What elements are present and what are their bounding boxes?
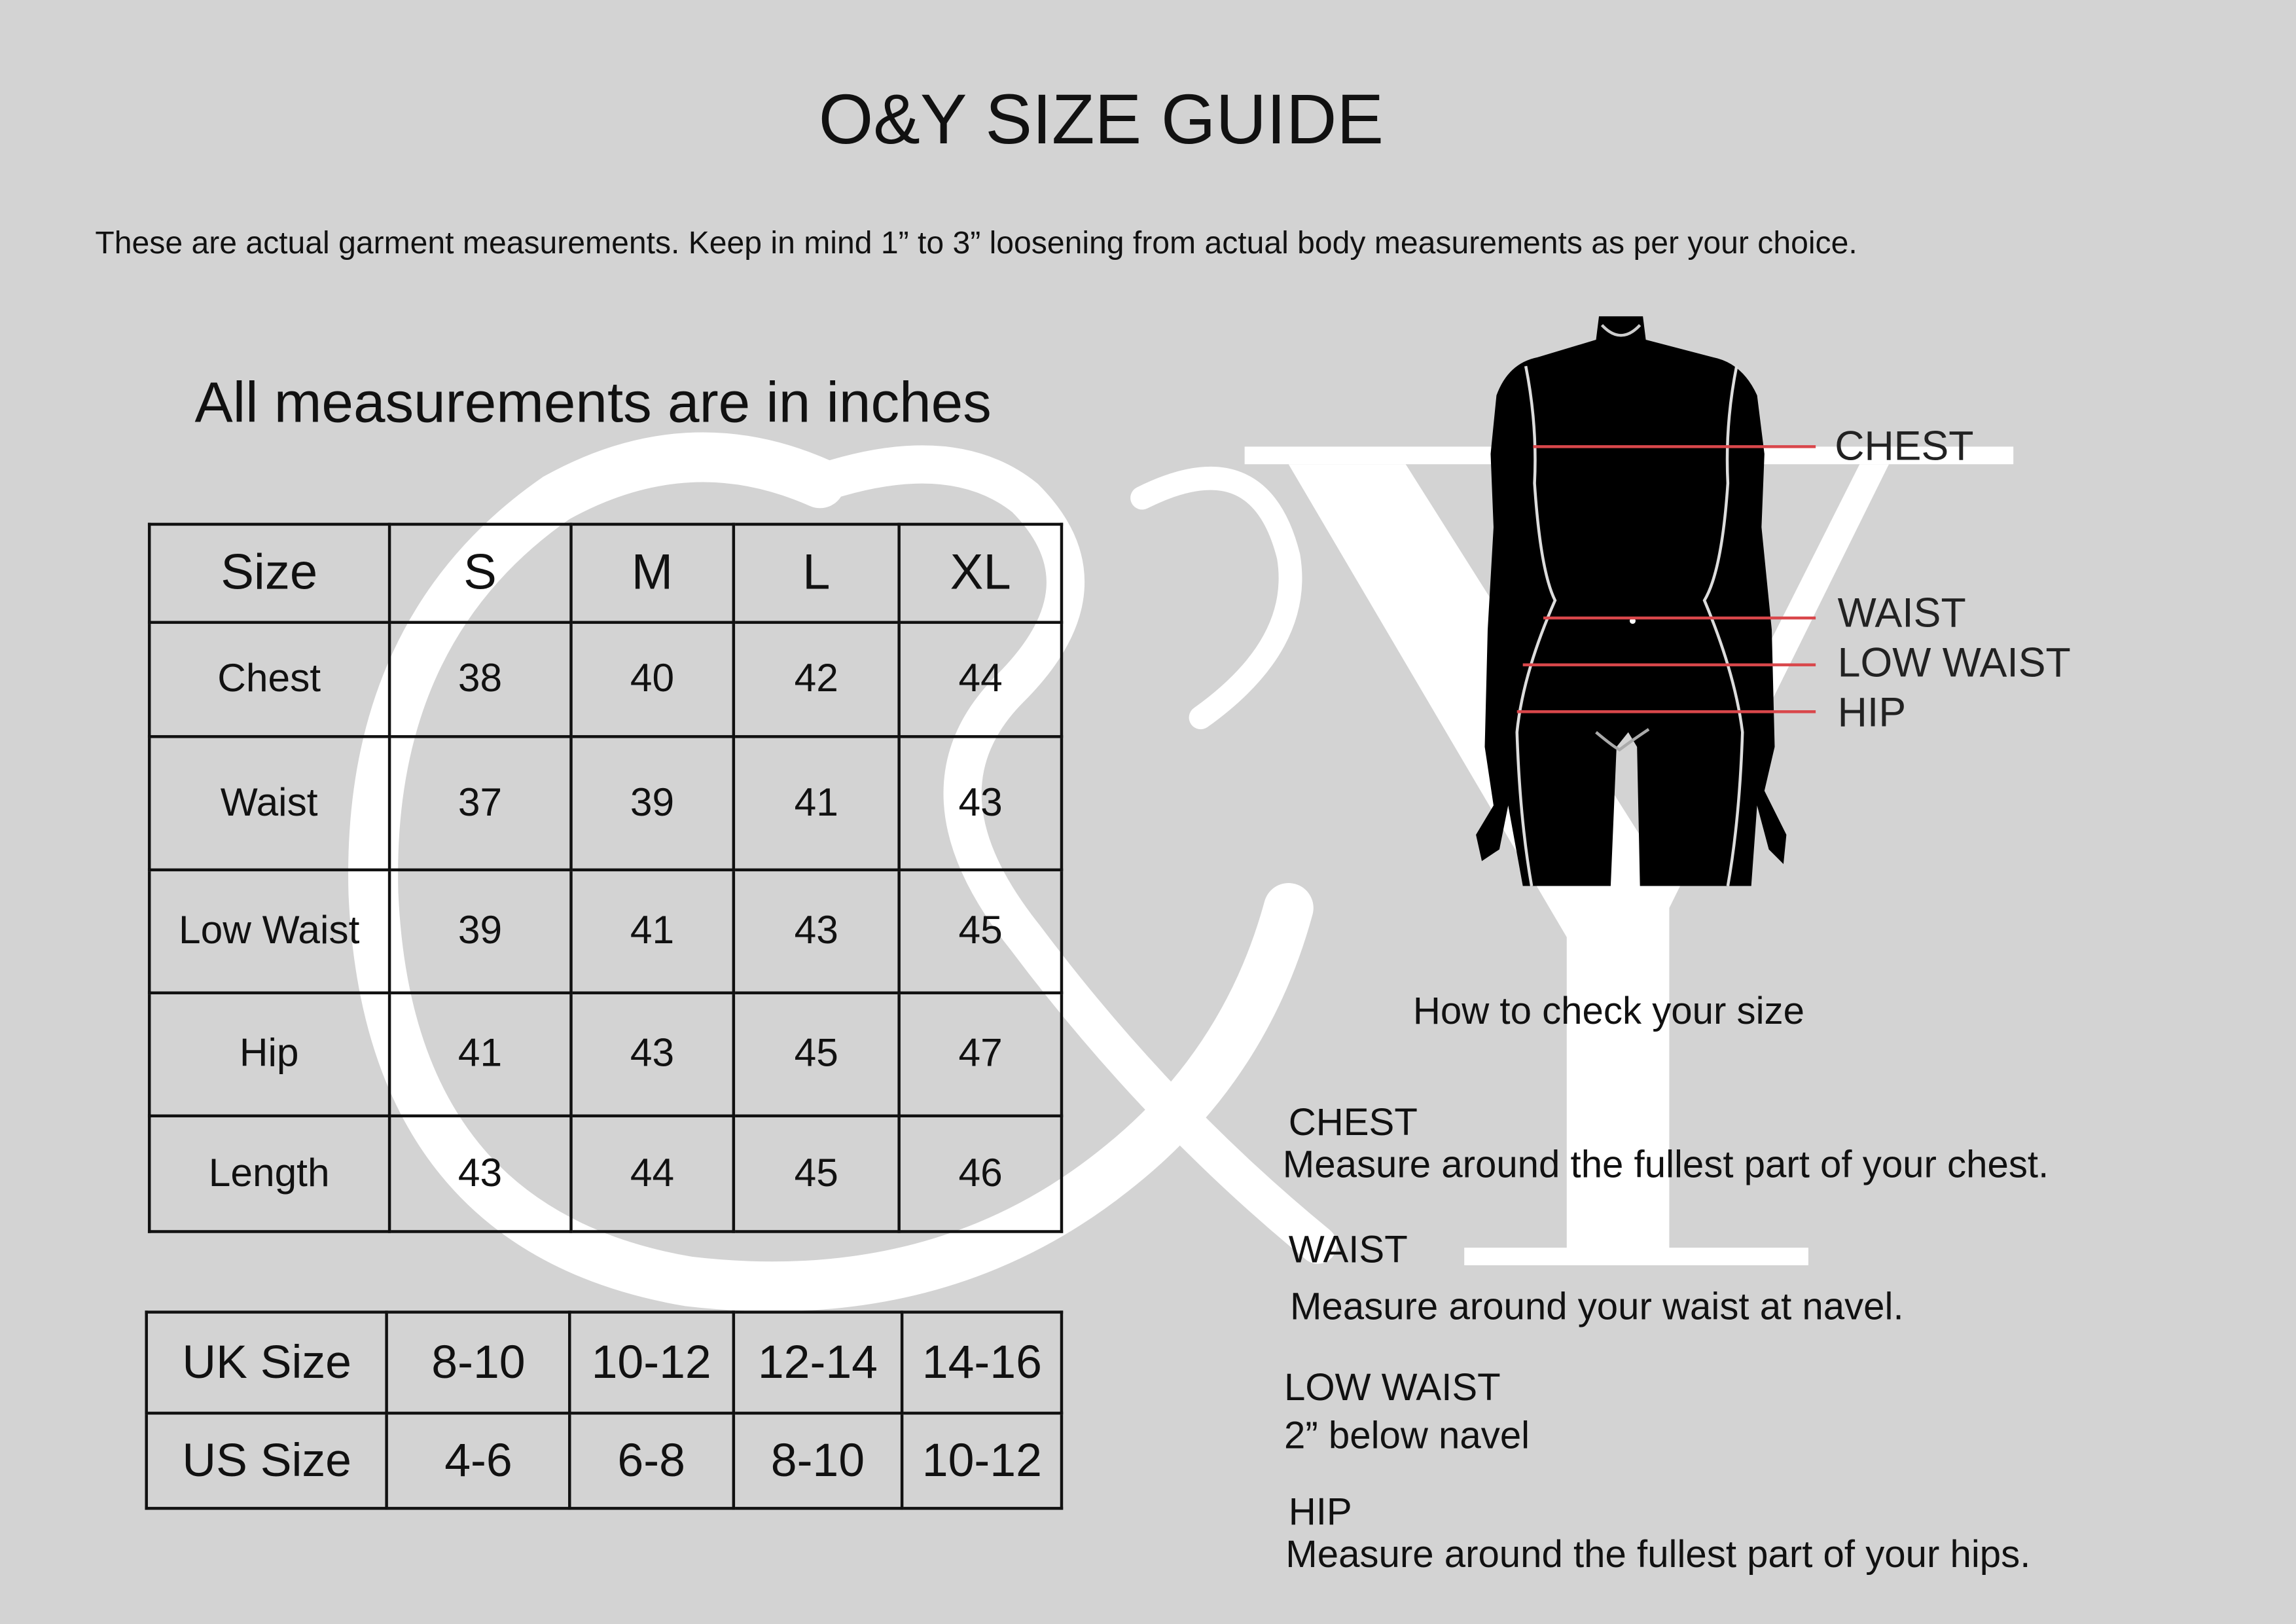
- cell: 41: [731, 735, 901, 872]
- cell: 8-10: [731, 1411, 905, 1510]
- watermark-y-stem: [1566, 878, 1670, 1259]
- cell: 41: [569, 868, 735, 995]
- cell: 14-16: [901, 1310, 1064, 1415]
- subtitle: These are actual garment measurements. K…: [95, 225, 1857, 261]
- table-header-row: Size S M L XL: [147, 522, 1064, 624]
- units-note: All measurements are in inches: [194, 372, 992, 435]
- cell: 44: [898, 621, 1064, 738]
- how-to-hip-text: Measure around the fullest part of your …: [1285, 1532, 2031, 1576]
- cell: 45: [731, 1114, 901, 1233]
- hip-line: [1516, 710, 1816, 713]
- how-to-chest-title: CHEST: [1288, 1100, 1418, 1144]
- waist-line: [1543, 616, 1816, 620]
- cell: 43: [731, 868, 901, 995]
- table-row: Length 43 44 45 46: [147, 1114, 1064, 1233]
- table-row: Waist 37 39 41 43: [147, 735, 1064, 872]
- how-to-low-waist-title: LOW WAIST: [1284, 1365, 1501, 1409]
- header-m: M: [569, 522, 735, 624]
- cell: 37: [387, 735, 573, 872]
- figure-label-low-waist: LOW WAIST: [1837, 640, 2071, 686]
- cell: 6-8: [568, 1411, 735, 1510]
- cell: 10-12: [568, 1310, 735, 1415]
- cell: 44: [569, 1114, 735, 1233]
- row-label: Waist: [147, 735, 391, 872]
- cell: 46: [898, 1114, 1064, 1233]
- conversion-table: UK Size 8-10 10-12 12-14 14-16 US Size 4…: [145, 1310, 1064, 1510]
- row-label: Length: [147, 1114, 391, 1233]
- cell: 47: [898, 991, 1064, 1117]
- header-s: S: [387, 522, 573, 624]
- cell: 10-12: [901, 1411, 1064, 1510]
- cell: 45: [731, 991, 901, 1117]
- how-to-waist-title: WAIST: [1288, 1227, 1408, 1271]
- table-row: UK Size 8-10 10-12 12-14 14-16: [145, 1310, 1064, 1415]
- watermark-y-base: [1464, 1248, 1808, 1265]
- cell: 43: [898, 735, 1064, 872]
- body-silhouette-figure: [1476, 316, 1787, 886]
- header-l: L: [731, 522, 901, 624]
- figure-label-waist: WAIST: [1837, 590, 1966, 636]
- figure-label-hip: HIP: [1837, 689, 1907, 736]
- how-to-chest-text: Measure around the fullest part of your …: [1282, 1142, 2049, 1187]
- chest-line: [1533, 445, 1816, 448]
- row-label: Hip: [147, 991, 391, 1117]
- header-xl: XL: [898, 522, 1064, 624]
- page-title: O&Y SIZE GUIDE: [818, 82, 1384, 160]
- cell: 8-10: [386, 1310, 571, 1415]
- cell: 42: [731, 621, 901, 738]
- cell: 39: [387, 868, 573, 995]
- how-to-low-waist-text: 2” below navel: [1284, 1413, 1530, 1458]
- cell: 4-6: [386, 1411, 571, 1510]
- how-to-hip-title: HIP: [1288, 1489, 1352, 1534]
- table-row: US Size 4-6 6-8 8-10 10-12: [145, 1411, 1064, 1510]
- row-label: US Size: [145, 1411, 389, 1510]
- cell: 38: [387, 621, 573, 738]
- cell: 43: [387, 1114, 573, 1233]
- table-row: Low Waist 39 41 43 45: [147, 868, 1064, 995]
- row-label: UK Size: [145, 1310, 389, 1415]
- cell: 39: [569, 735, 735, 872]
- cell: 45: [898, 868, 1064, 995]
- table-row: Hip 41 43 45 47: [147, 991, 1064, 1117]
- header-size: Size: [147, 522, 391, 624]
- watermark-ampersand-tail: [1130, 467, 1302, 730]
- cell: 43: [569, 991, 735, 1117]
- cell: 41: [387, 991, 573, 1117]
- how-to-waist-text: Measure around your waist at navel.: [1289, 1284, 1904, 1329]
- how-to-heading: How to check your size: [1412, 988, 1804, 1033]
- cell: 40: [569, 621, 735, 738]
- table-row: Chest 38 40 42 44: [147, 621, 1064, 738]
- low-waist-line: [1522, 663, 1816, 666]
- row-label: Low Waist: [147, 868, 391, 995]
- cell: 12-14: [731, 1310, 905, 1415]
- figure-label-chest: CHEST: [1835, 423, 1974, 469]
- size-table: Size S M L XL Chest 38 40 42 44 Waist 37…: [147, 522, 1064, 1233]
- row-label: Chest: [147, 621, 391, 738]
